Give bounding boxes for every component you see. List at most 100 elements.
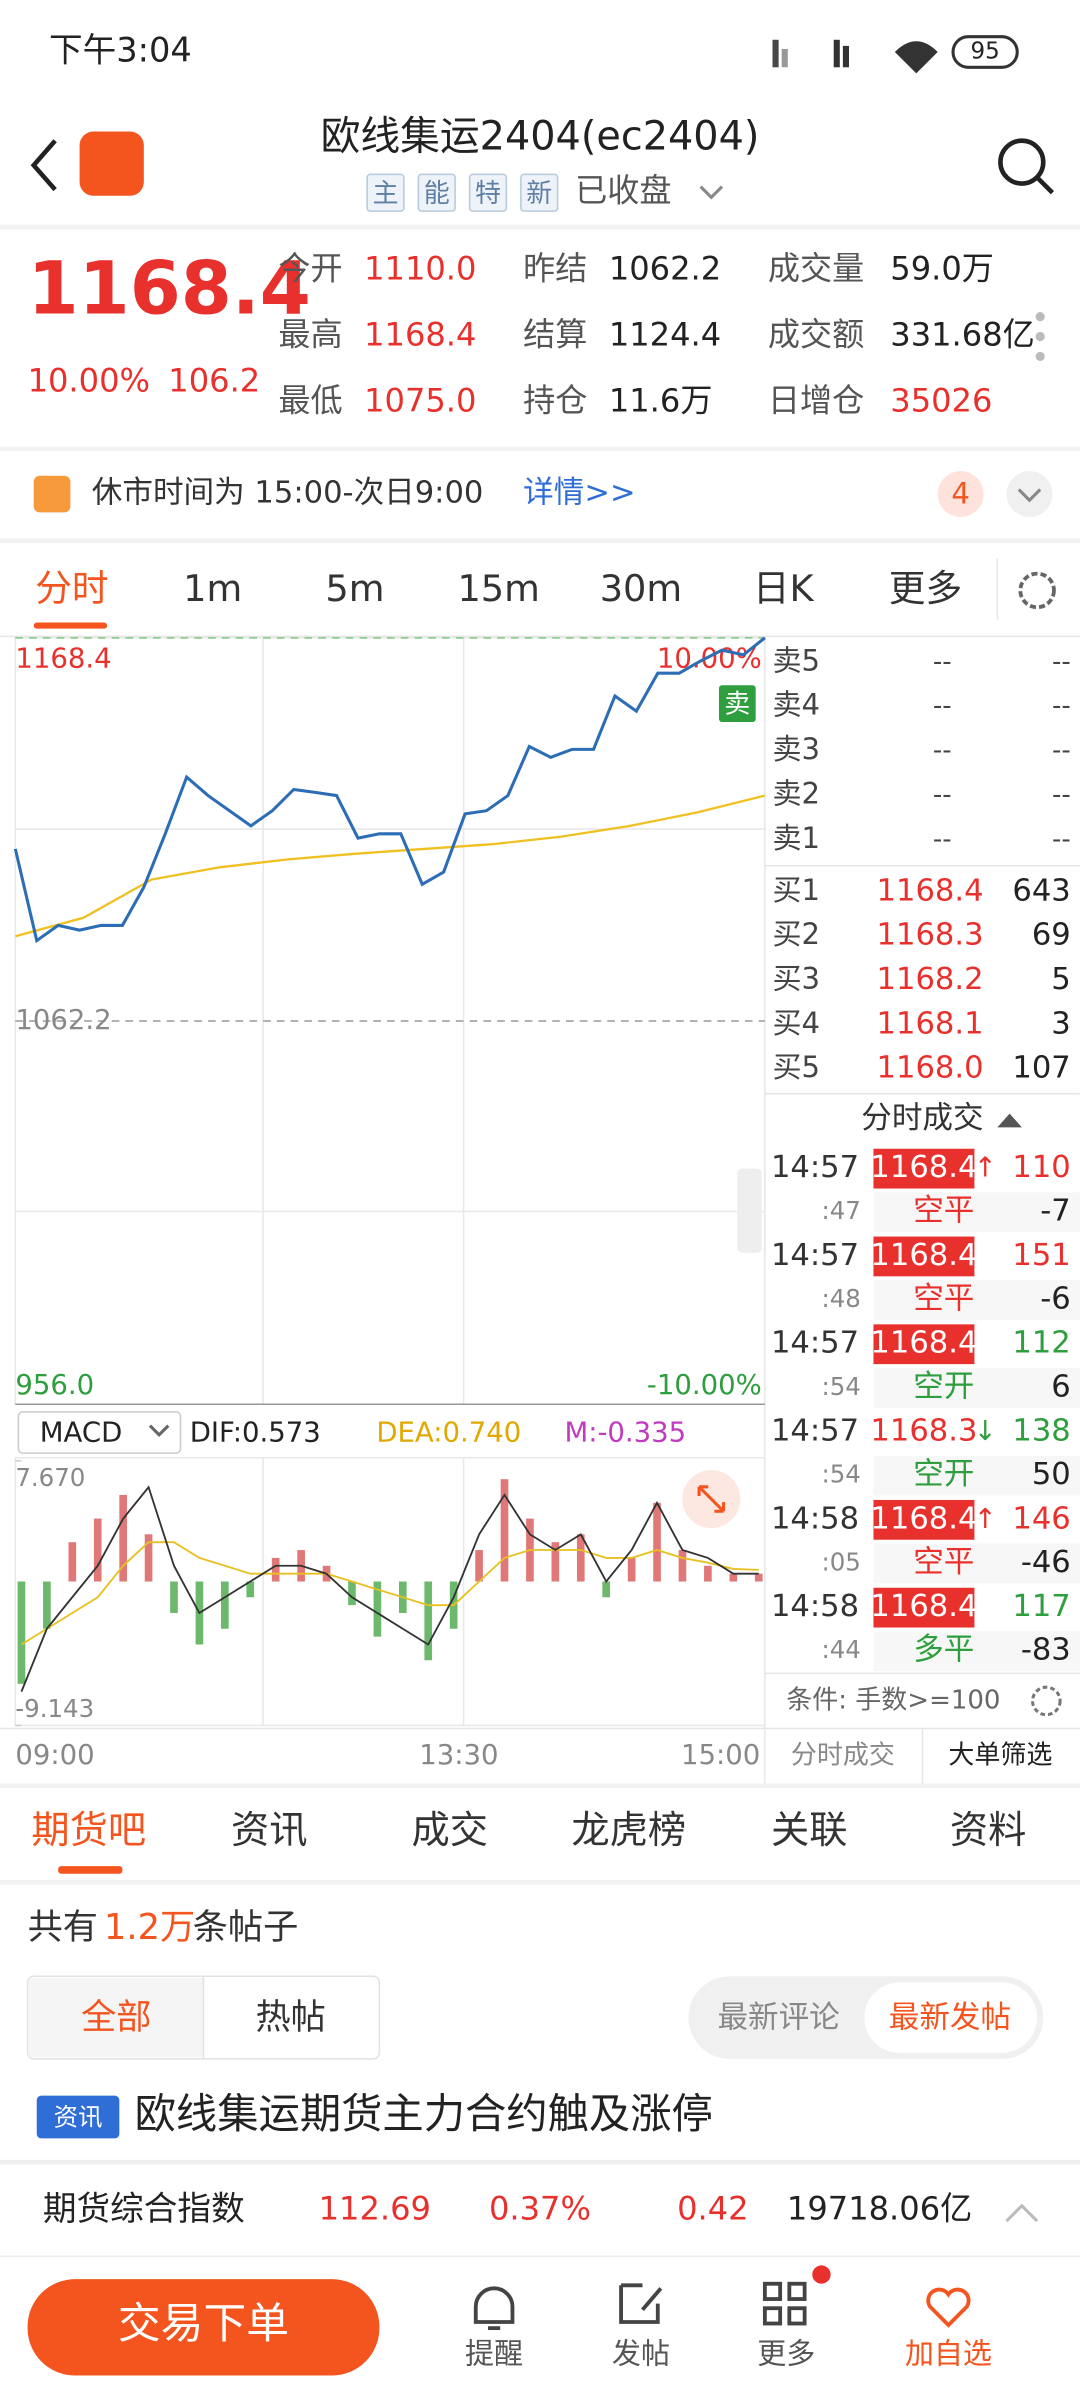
period-tab[interactable]: 更多 (889, 567, 962, 610)
sort-option[interactable]: 最新发帖 (889, 2001, 1011, 2036)
trade-volume: 117 (1012, 1589, 1070, 1624)
buy-volume: 3 (1051, 1006, 1070, 1041)
filter-option[interactable]: 热帖 (255, 1997, 325, 2038)
macd-bar (373, 1581, 382, 1637)
sell-label: 卖4 (773, 688, 821, 722)
trade-tab[interactable]: 大单筛选 (948, 1741, 1052, 1771)
back-button[interactable] (30, 139, 57, 192)
macd-selector[interactable]: MACD (40, 1416, 122, 1448)
buy-label: 买2 (773, 917, 821, 951)
trade-button[interactable] (27, 2279, 380, 2376)
sell-label: 卖1 (773, 821, 821, 855)
notice-toggle[interactable] (1006, 471, 1053, 518)
macd-bar (704, 1565, 712, 1582)
community-tab[interactable]: 龙虎榜 (571, 1809, 686, 1853)
community-tab[interactable]: 成交 (412, 1809, 488, 1853)
nav-item[interactable]: 发帖 (612, 2337, 670, 2371)
filter-settings[interactable] (1031, 1685, 1062, 1717)
period-tab[interactable]: 15m (457, 567, 539, 610)
sell-volume: -- (1052, 691, 1071, 721)
trade-kind: 多平 (913, 1633, 974, 1668)
macd-bar (93, 1518, 102, 1582)
trade-price-bg (873, 1236, 975, 1277)
trade-delta: -83 (1021, 1633, 1071, 1668)
post-count-prefix: 共有 (28, 1907, 98, 1948)
badge-bg (937, 471, 984, 518)
sell-tag-bg (718, 685, 756, 722)
trade-direction: ↓ (974, 1415, 997, 1447)
trade-button-label: 交易下单 (118, 2299, 289, 2349)
sort-active[interactable] (864, 1982, 1038, 2053)
more-dots[interactable] (1035, 312, 1045, 361)
buy-label: 买4 (773, 1006, 821, 1040)
notice-link[interactable]: 详情>> (523, 476, 635, 511)
trade-seconds: :44 (821, 1635, 860, 1664)
trade-delta: 50 (1032, 1457, 1071, 1492)
period-tab[interactable]: 5m (325, 567, 384, 610)
period-tab[interactable]: 1m (183, 567, 242, 610)
filter-option[interactable]: 全部 (81, 1997, 151, 2038)
sort-triangle[interactable] (997, 1113, 1022, 1128)
trade-price-bg (873, 1499, 975, 1540)
search-button[interactable] (998, 138, 1055, 195)
period-tab[interactable]: 30m (600, 567, 682, 610)
nav-item[interactable]: 加自选 (905, 2337, 992, 2371)
state-chevron[interactable] (699, 185, 724, 200)
trade-kind: 空开 (913, 1457, 974, 1492)
last-price: 1168.4 (28, 247, 311, 332)
sell-volume: -- (1052, 736, 1071, 766)
sort-option[interactable]: 最新评论 (717, 2001, 839, 2036)
community-tab[interactable]: 资料 (950, 1809, 1026, 1853)
macd-bar (576, 1534, 585, 1582)
period-tab[interactable]: 分时 (35, 567, 108, 610)
field-label: 结算 (523, 316, 587, 354)
field-label: 持仓 (523, 381, 587, 419)
macd-bar (68, 1542, 77, 1582)
expand-icon (697, 1485, 726, 1513)
community-tab[interactable]: 资讯 (231, 1809, 307, 1853)
nav-item[interactable]: 更多 (757, 2337, 815, 2371)
sell-volume: -- (1052, 780, 1071, 810)
macd-tick-label: 7.670 (15, 1463, 85, 1492)
macd-selector-box[interactable] (17, 1411, 182, 1454)
trade-row-bg (873, 1543, 1080, 1584)
field-value: 1124.4 (609, 316, 721, 354)
filter-active[interactable] (29, 1977, 204, 2058)
sell-volume: -- (1052, 824, 1071, 854)
period-tab[interactable]: 日K (753, 567, 815, 610)
trade-filter: 条件: 手数>=100 (786, 1685, 1000, 1715)
trade-price-bg (873, 1587, 975, 1628)
field-value: 1062.2 (609, 250, 721, 288)
field-label: 今开 (278, 250, 342, 288)
trade-row-bg (873, 1455, 1080, 1496)
divider (0, 538, 1080, 544)
macd-bar (475, 1550, 483, 1582)
pct-label: -10.00% (647, 1369, 762, 1401)
buy-price: 1168.2 (877, 962, 984, 997)
macd-bar (424, 1581, 433, 1661)
macd-bar (551, 1542, 560, 1582)
news-title[interactable]: 欧线集运期货主力合约触及涨停 (135, 2090, 713, 2138)
index-expand[interactable] (1005, 2203, 1039, 2223)
y-tick-label: 1062.2 (15, 1004, 111, 1036)
trade-time: 14:57 (771, 1326, 859, 1361)
trade-tab[interactable]: 分时成交 (791, 1741, 895, 1771)
nav-item[interactable]: 提醒 (465, 2337, 523, 2371)
macd-bar (246, 1581, 255, 1598)
trade-price: 1168.4 (870, 1326, 977, 1361)
macd-bar (627, 1557, 636, 1582)
dif-label: DIF:0.573 (190, 1416, 321, 1448)
post-count-suffix: 条帖子 (193, 1907, 299, 1948)
buy-volume: 643 (1012, 873, 1070, 908)
community-tab[interactable]: 期货吧 (31, 1809, 146, 1853)
field-label: 昨结 (523, 250, 587, 288)
panel-handle[interactable] (737, 1168, 762, 1253)
field-value: 1168.4 (364, 316, 476, 354)
trade-seconds: :47 (821, 1196, 860, 1225)
community-tab[interactable]: 关联 (771, 1809, 847, 1853)
y-tick-label: 956.0 (15, 1369, 94, 1401)
x-tick-label: 13:30 (419, 1739, 498, 1771)
trade-seconds: :54 (821, 1372, 860, 1401)
settings-button[interactable] (1018, 571, 1056, 610)
